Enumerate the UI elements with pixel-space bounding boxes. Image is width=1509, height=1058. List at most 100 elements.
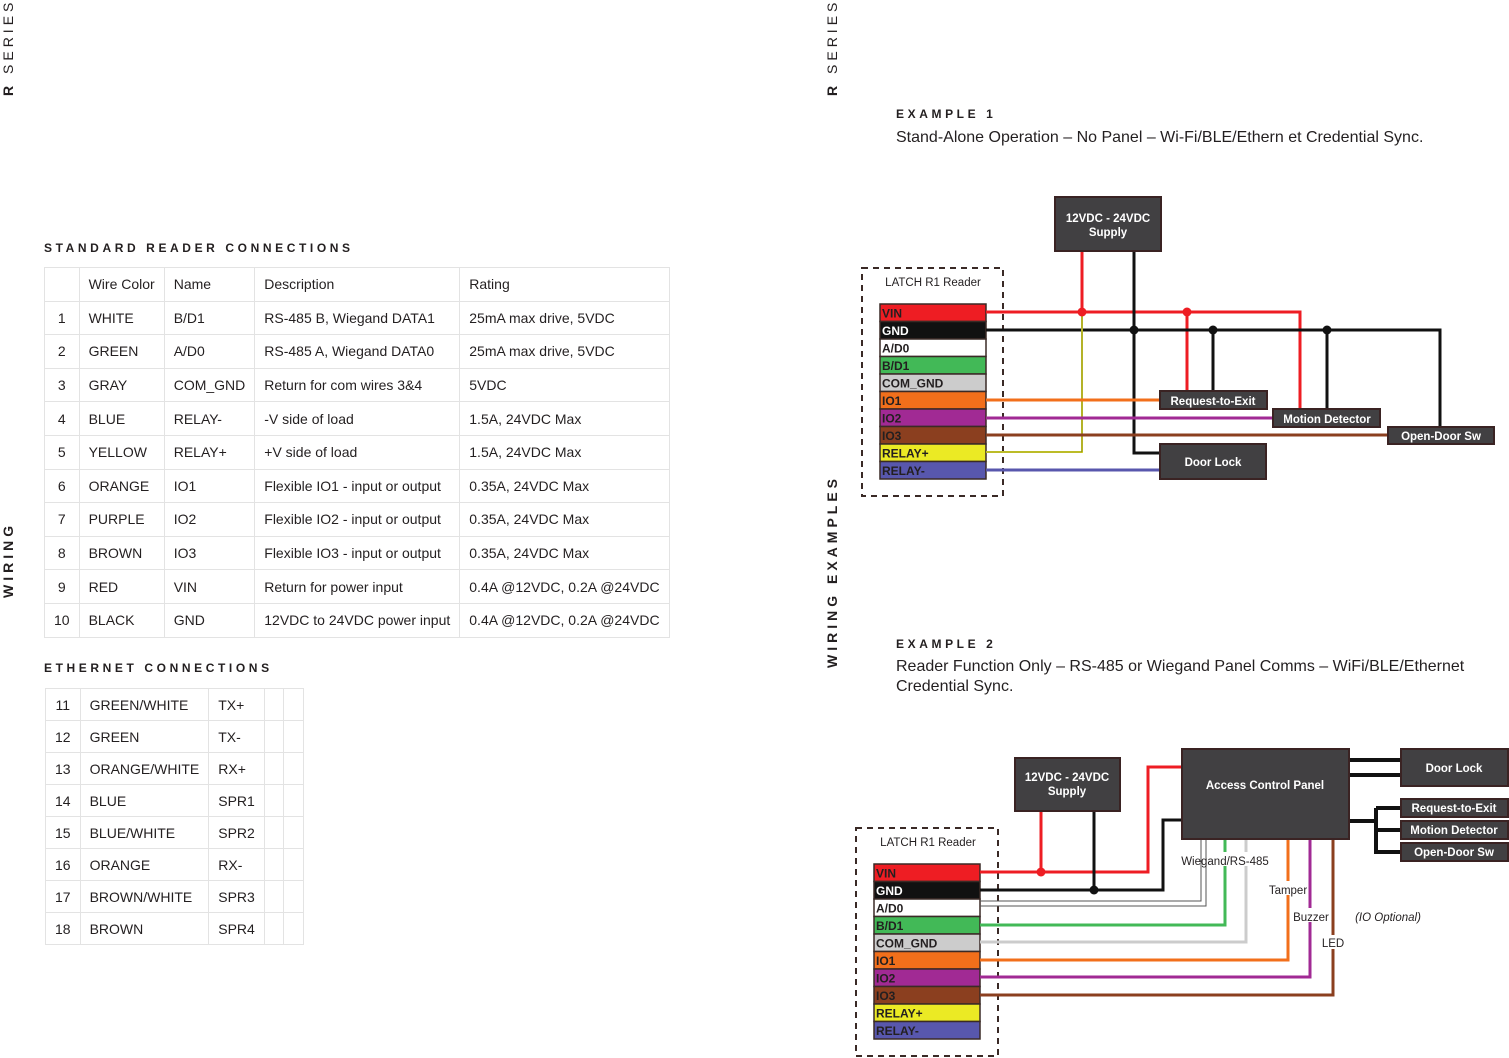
motion-detector-box <box>1400 820 1509 840</box>
pin-label: B/D1 <box>882 359 910 373</box>
junction-dot <box>1208 325 1218 335</box>
table-cell: RELAY+ <box>163 434 256 470</box>
wire-supply-neg <box>1132 251 1160 455</box>
motion-detector-box <box>1272 408 1381 428</box>
table-cell: TX- <box>208 720 265 753</box>
junction-dot <box>1129 325 1139 335</box>
panel-label: Access Control Panel <box>1206 780 1324 792</box>
pin-label: A/D0 <box>876 902 904 916</box>
table-row: 13 ORANGE/WHITE RX+ <box>45 752 304 785</box>
table-cell: RX+ <box>208 752 265 785</box>
table-row: 8 BROWN IO3 Flexible IO3 - input or output 0… <box>44 535 670 571</box>
table-cell: 16 <box>45 848 81 881</box>
pin-label: COM_GND <box>882 377 944 391</box>
open-door-switch-label: Open-Door Sw <box>1414 847 1494 859</box>
pin-relay- <box>873 1020 981 1040</box>
table-cell: SPR2 <box>208 816 265 849</box>
request-to-exit-label: Request-to-Exit <box>1171 396 1256 408</box>
supply-box <box>1014 757 1121 812</box>
junction-dots <box>1077 307 1332 335</box>
pin-label: GND <box>882 324 909 338</box>
label-bg <box>1322 935 1344 949</box>
pin-label: COM_GND <box>876 937 938 951</box>
supply-label-line1: 12VDC - 24VDC <box>1025 772 1109 784</box>
table-cell: 5 <box>44 434 80 470</box>
table-cell <box>283 912 304 945</box>
request-to-exit-box <box>1400 798 1509 818</box>
open-door-switch-label: Open-Door Sw <box>1401 431 1481 443</box>
table-row: 5 YELLOW RELAY+ +V side of load 1.5A, 24VDC … <box>44 434 670 470</box>
table-cell: SPR3 <box>208 880 265 913</box>
wire-bd1 <box>980 839 1227 927</box>
table-cell: 12 <box>45 720 81 753</box>
table-cell: PURPLE <box>78 502 165 537</box>
table-cell: BROWN <box>79 912 210 945</box>
table-cell: BLUE <box>79 784 210 817</box>
table-cell: RX- <box>208 848 265 881</box>
table-cell: IO1 <box>163 468 256 504</box>
door-lock-box <box>1159 443 1267 480</box>
pin-label: IO1 <box>882 394 902 408</box>
table-row: 1 WHITE B/D1 RS-485 B, Wiegand DATA1 25mA ma… <box>44 300 670 336</box>
junction-dot <box>1077 307 1087 317</box>
motion-detector-label: Motion Detector <box>1410 825 1498 837</box>
table-cell: WHITE <box>78 300 165 336</box>
pin-label: IO2 <box>882 412 902 426</box>
ethernet-connections-heading: ETHERNET CONNECTIONS <box>44 661 273 675</box>
table-cell: RS-485 A, Wiegand DATA0 <box>254 334 461 369</box>
open-door-switch-box <box>1400 842 1509 862</box>
pin-label: GND <box>876 884 903 898</box>
wire-relay-pos <box>986 312 1083 453</box>
table-cell: VIN <box>163 569 256 604</box>
label-bg <box>1221 852 1283 866</box>
table-cell: 1.5A, 24VDC Max <box>459 401 670 436</box>
wire-gnd <box>980 818 1182 892</box>
open-door-switch-box <box>1387 426 1495 445</box>
wiegand-label: Wiegand/RS-485 <box>1181 856 1269 868</box>
pin-label: RELAY+ <box>876 1007 923 1021</box>
pin-label: A/D0 <box>882 342 910 356</box>
table-row: 14 BLUE SPR1 <box>45 784 304 817</box>
label-bg <box>1292 908 1330 922</box>
junction-dot <box>1089 885 1099 895</box>
table-row: 4 BLUE RELAY- -V side of load 1.5A, 24VDC Ma… <box>44 401 670 436</box>
pin-label: VIN <box>882 307 902 321</box>
example2-subtitle: Reader Function Only – RS-485 or Wiegand… <box>896 658 1465 695</box>
pin-block: VIN GND A/D0 B/D1 COM_GND IO1 IO2 IO3 RELAY+ RELA… <box>873 863 981 1040</box>
table-cell: 0.4A @12VDC, 0.2A @24VDC <box>459 602 670 638</box>
table-cell: 14 <box>45 784 81 817</box>
io-optional-note: (IO Optional) <box>1355 912 1421 924</box>
table-cell: ORANGE <box>78 468 165 504</box>
table-cell: ORANGE/WHITE <box>79 752 210 785</box>
table-cell: COM_GND <box>163 367 256 403</box>
table-cell: BLUE <box>78 401 165 436</box>
table-row: 16 ORANGE RX- <box>45 848 304 881</box>
supply-label-line2: Supply <box>1089 227 1128 239</box>
column-header: Wire Color <box>78 267 165 302</box>
standard-connections-table: Wire Color Name Description Rating 1 WHITE B/D… <box>44 267 670 638</box>
motion-detector-label: Motion Detector <box>1283 414 1371 426</box>
example2-heading: EXAMPLE 2 <box>896 637 997 651</box>
wire-vin <box>986 310 1302 409</box>
example2-diagram: LATCH R1 Reader VIN GND A/D0 B/D1 COM_GND IO1… <box>855 748 1509 1057</box>
wire-io2 <box>980 839 1312 979</box>
table-cell: GREEN/WHITE <box>79 688 210 721</box>
table-cell: Return for com wires 3&4 <box>254 367 461 403</box>
table-cell: RELAY- <box>163 401 256 436</box>
tamper-label: Tamper <box>1269 885 1308 897</box>
table-cell: 15 <box>45 816 81 849</box>
table-cell: 11 <box>45 688 81 721</box>
table-cell: B/D1 <box>163 300 256 336</box>
table-row: 9 RED VIN Return for power input 0.4A @12VDC… <box>44 569 670 604</box>
standard-connections-heading: STANDARD READER CONNECTIONS <box>44 241 354 255</box>
request-to-exit-label: Request-to-Exit <box>1412 803 1497 815</box>
table-row: 18 BROWN SPR4 <box>45 912 304 945</box>
table-header-row: Wire Color Name Description Rating <box>44 267 670 302</box>
table-cell: 12VDC to 24VDC power input <box>254 602 461 638</box>
table-cell: 10 <box>44 602 80 638</box>
pin-label: IO1 <box>876 954 896 968</box>
table-cell: BROWN <box>78 535 165 571</box>
door-lock-box <box>1400 748 1509 787</box>
wire-com-gnd <box>980 839 1248 944</box>
